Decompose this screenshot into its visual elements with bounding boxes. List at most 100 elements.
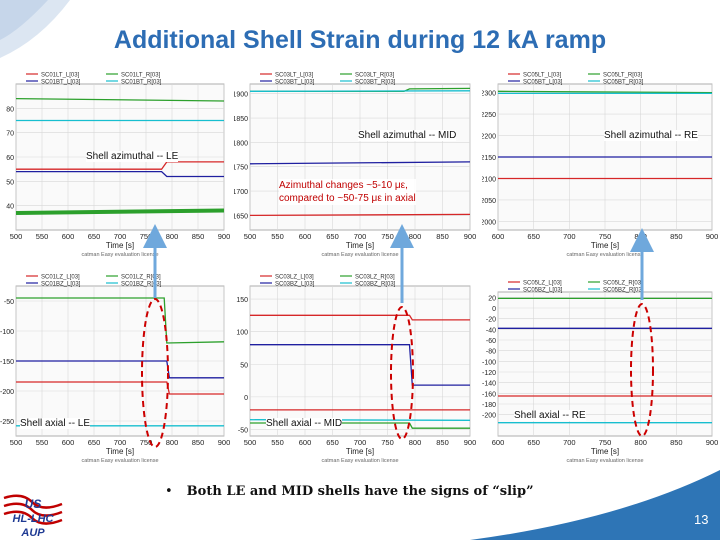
x-tick-label: 800: [409, 438, 422, 447]
y-tick-label: -140: [482, 381, 496, 388]
y-tick-label: -200: [0, 389, 14, 396]
legend-entry: SC05BT_R[03]: [603, 80, 644, 86]
x-tick-label: 850: [670, 232, 683, 241]
x-tick-label: 650: [326, 232, 339, 241]
y-tick-label: 80: [6, 106, 14, 113]
y-tick-label: 1650: [234, 213, 248, 220]
y-tick-label: 50: [6, 179, 14, 186]
x-tick-label: 750: [381, 438, 394, 447]
x-tick-label: 500: [244, 232, 257, 241]
footnote: • Both LE and MID shells have the signs o…: [165, 484, 534, 499]
series-line: [16, 161, 224, 170]
legend-entry: SC05LT_L[03]: [523, 73, 562, 79]
panel-label-azimuthal-re: Shell azimuthal -- RE: [604, 130, 698, 141]
y-tick-label: 0: [492, 306, 496, 313]
x-tick-label: 650: [527, 438, 540, 447]
legend-entry: SC01LT_L[03]: [41, 73, 80, 79]
y-tick-label: 1700: [234, 189, 248, 196]
us-hl-lhc-aup-logo: US HL-LHC AUP: [3, 494, 63, 539]
x-tick-label: 550: [36, 232, 49, 241]
y-tick-label: -120: [482, 370, 496, 377]
legend-entry: SC01LT_R[03]: [121, 73, 161, 79]
y-tick-label: 2050: [482, 198, 496, 205]
y-tick-label: -50: [4, 299, 14, 306]
legend-entry: SC05LT_R[03]: [603, 73, 643, 79]
x-tick-label: 750: [140, 438, 153, 447]
callout-line-1: Azimuthal changes ~5-10 με,: [279, 180, 408, 191]
x-tick-label: 800: [634, 438, 647, 447]
y-tick-label: 1800: [234, 140, 248, 147]
svg-text:HL-LHC: HL-LHC: [13, 513, 55, 525]
y-tick-label: -250: [0, 419, 14, 426]
x-tick-label: 550: [36, 438, 49, 447]
y-tick-label: 50: [240, 362, 248, 369]
series-line: [15, 97, 225, 102]
watermark: catman Easy evaluation license: [321, 252, 398, 258]
x-tick-label: 750: [599, 438, 612, 447]
y-tick-label: 2100: [482, 176, 496, 183]
callout-line-2: compared to ~50-75 με in axial: [279, 193, 416, 204]
corner-swoosh: [0, 0, 48, 40]
x-tick-label: 900: [218, 232, 231, 241]
y-tick-label: 1850: [234, 116, 248, 123]
x-axis-label: Time [s]: [591, 241, 619, 250]
y-tick-label: 70: [6, 131, 14, 138]
x-tick-label: 700: [354, 438, 367, 447]
x-tick-label: 700: [563, 438, 576, 447]
chart-azimuthal-mid: 1650 1700 1750 1800 1850 1900 500 550 600 650 700 7…: [234, 73, 476, 259]
watermark: catman Easy evaluation license: [81, 458, 158, 464]
legend-entry: SC01BZ_R[03]: [121, 282, 162, 288]
x-tick-label: 750: [381, 232, 394, 241]
watermark: catman Easy evaluation license: [566, 458, 643, 464]
panel-label-azimuthal-mid: Shell azimuthal -- MID: [358, 130, 457, 141]
chart-axial-le: -250 -200 -150 -100 -50 500 550 600 650 700 750 800…: [0, 275, 231, 465]
legend-entry: SC01LZ_R[03]: [121, 275, 161, 281]
y-tick-label: 100: [236, 330, 248, 337]
legend-entry: SC03BZ_R[03]: [355, 282, 396, 288]
x-tick-label: 700: [114, 232, 127, 241]
x-tick-label: 700: [114, 438, 127, 447]
x-tick-label: 650: [88, 438, 101, 447]
legend-entry: SC05LZ_R[03]: [603, 281, 643, 287]
series-line: [16, 170, 224, 178]
x-tick-label: 550: [271, 232, 284, 241]
y-tick-label: 20: [488, 295, 496, 302]
legend-entry: SC05BZ_R[03]: [603, 288, 644, 294]
y-tick-label: -150: [0, 359, 14, 366]
x-tick-label: 550: [271, 438, 284, 447]
x-tick-label: 600: [492, 232, 505, 241]
x-axis-label: Time [s]: [591, 447, 619, 456]
watermark: catman Easy evaluation license: [321, 458, 398, 464]
chart-azimuthal-le: 40 50 60 70 80 500 550 600 650 700 750 800 850 900 SC0…: [6, 73, 231, 259]
svg-text:AUP: AUP: [20, 527, 45, 539]
chart-axial-mid: -50 0 50 100 150 500 550 600 650 700 750 800 850 900 S…: [236, 275, 476, 465]
x-tick-label: 700: [354, 232, 367, 241]
page-number: 13: [694, 512, 709, 527]
y-tick-label: -100: [0, 329, 14, 336]
chart-azimuthal-re: 2000 2050 2100 2150 2200 2250 2300 600 650 700 750…: [482, 73, 718, 259]
footnote-text: Both LE and MID shells have the signs of…: [186, 484, 534, 499]
series-line: [249, 161, 471, 165]
y-tick-label: -180: [482, 402, 496, 409]
legend-entry: SC03LZ_L[03]: [275, 275, 314, 281]
legend-entry: SC03BZ_L[03]: [275, 282, 315, 288]
y-tick-label: 40: [6, 204, 14, 211]
x-tick-label: 900: [218, 438, 231, 447]
series-line: [249, 213, 471, 217]
y-tick-label: 2000: [482, 219, 496, 226]
x-axis-label: Time [s]: [346, 447, 374, 456]
series-line: [249, 90, 471, 92]
x-tick-label: 850: [436, 232, 449, 241]
x-axis-label: Time [s]: [106, 447, 134, 456]
footer-band: [470, 470, 720, 540]
series-line: [15, 208, 225, 215]
legend-entry: SC01BT_R[03]: [121, 80, 162, 86]
legend-entry: SC01LZ_L[03]: [41, 275, 80, 281]
x-axis-label: Time [s]: [346, 241, 374, 250]
x-tick-label: 850: [436, 438, 449, 447]
x-tick-label: 900: [706, 438, 719, 447]
legend-entry: SC05BZ_L[03]: [523, 288, 563, 294]
y-tick-label: -200: [482, 413, 496, 420]
x-tick-label: 700: [563, 232, 576, 241]
bullet: •: [165, 484, 173, 499]
